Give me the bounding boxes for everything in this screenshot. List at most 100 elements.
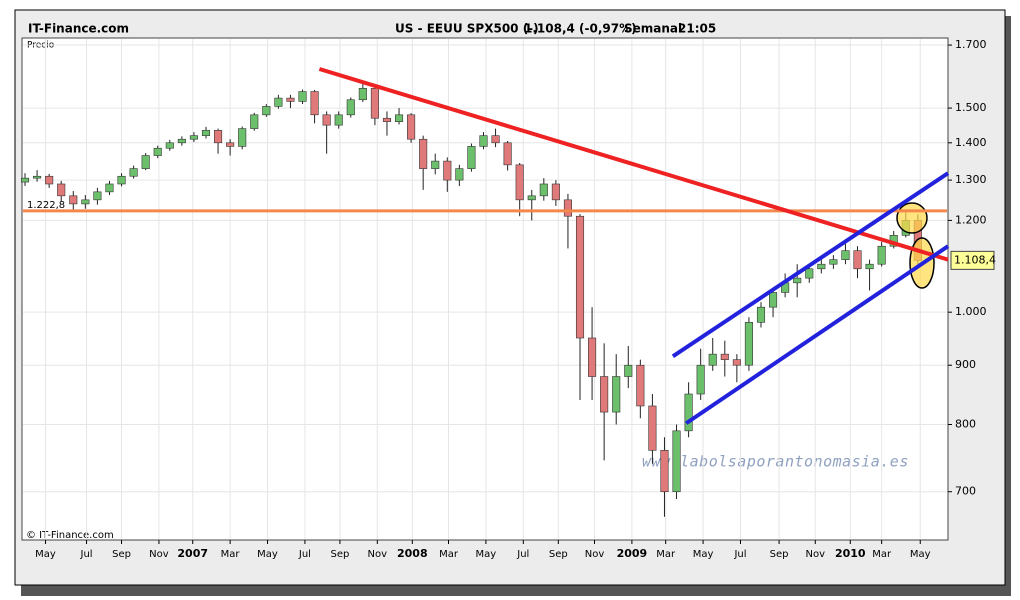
- candle-body: [177, 138, 186, 144]
- x-tick-label: May: [693, 549, 714, 560]
- candle-body: [696, 364, 705, 395]
- candle-body: [443, 160, 452, 181]
- x-tick-label: Sep: [770, 549, 789, 560]
- candle-body: [817, 263, 826, 270]
- candle-body: [57, 183, 66, 197]
- candle-body: [648, 405, 657, 451]
- candle-body: [141, 155, 150, 169]
- brand: IT-Finance.com: [28, 22, 129, 36]
- candle-body: [877, 245, 886, 265]
- candle-body: [214, 130, 223, 144]
- x-tick-label: Jul: [298, 549, 311, 560]
- x-tick-label: May: [257, 549, 278, 560]
- marks-layer: [20, 39, 947, 539]
- y-tick-label: 900: [955, 358, 976, 371]
- x-tick-label: Nov: [368, 549, 388, 560]
- highlight-circle: [896, 202, 928, 234]
- candle-body: [201, 130, 211, 136]
- candle-body: [250, 114, 259, 129]
- candle-body: [660, 450, 669, 493]
- candle-body: [684, 393, 693, 432]
- y-tick-label: 1.200: [955, 213, 987, 226]
- x-tick-label: Nov: [806, 549, 826, 560]
- trend-line: [318, 67, 949, 262]
- candle-body: [238, 128, 247, 147]
- candle-body: [45, 175, 54, 185]
- last-price-label: 1.108,4: [954, 253, 996, 266]
- candle-body: [310, 91, 319, 116]
- candle-body: [262, 106, 271, 116]
- y-tick-label: 700: [955, 485, 976, 498]
- x-tick-label: Mar: [221, 549, 241, 560]
- x-tick-label: Nov: [585, 549, 605, 560]
- x-tick-label: Mar: [439, 549, 459, 560]
- footer: © IT-Finance.com: [26, 530, 114, 541]
- x-tick-label: May: [35, 549, 56, 560]
- candle-body: [431, 160, 440, 169]
- candle-body: [479, 135, 488, 147]
- x-tick-label: 2009: [617, 547, 648, 560]
- y-tick-label: 1.700: [955, 38, 987, 51]
- candle-body: [551, 183, 560, 201]
- candle-body: [334, 114, 343, 126]
- candle-body: [503, 142, 512, 166]
- x-tick-label: Sep: [112, 549, 131, 560]
- candle-body: [865, 263, 874, 270]
- time: 21:05: [678, 22, 716, 36]
- y-tick-label: 1.000: [955, 305, 987, 318]
- candle-body: [105, 183, 114, 193]
- candle-body: [298, 91, 307, 102]
- candle-body: [129, 168, 138, 177]
- candle-body: [358, 88, 367, 101]
- candle-body: [165, 142, 174, 149]
- candle-body: [20, 177, 30, 183]
- candle-body: [274, 97, 283, 107]
- x-tick-label: Sep: [549, 549, 568, 560]
- candle-body: [720, 353, 729, 360]
- candle-body: [33, 175, 42, 179]
- candle-body: [588, 337, 597, 377]
- candle-body: [636, 364, 645, 407]
- candle-body: [81, 199, 90, 205]
- candle-body: [93, 191, 102, 201]
- candle-body: [467, 146, 476, 169]
- candle-body: [407, 114, 416, 140]
- candle-body: [841, 250, 850, 260]
- candle-body: [624, 364, 633, 377]
- trend-line: [685, 244, 950, 425]
- candle-body: [708, 353, 717, 366]
- candle-body: [732, 359, 741, 366]
- candle-body: [370, 88, 379, 119]
- x-tick-label: Sep: [330, 549, 349, 560]
- overlay-layer: 700 800 900 1.000 1.200 1.300 1.400 1.500 1.700 M…: [23, 38, 996, 560]
- candle-body: [322, 114, 331, 126]
- instrument: US - EEUU SPX500 (-): [395, 22, 539, 36]
- candle-body: [69, 195, 78, 205]
- candle-body: [853, 250, 862, 270]
- candle-body: [563, 199, 572, 217]
- candle-body: [189, 135, 198, 140]
- x-tick-label: Jul: [80, 549, 93, 560]
- x-tick-label: Nov: [149, 549, 169, 560]
- x-tick-label: May: [910, 549, 931, 560]
- x-tick-label: 2007: [177, 547, 208, 560]
- candle-body: [419, 138, 428, 169]
- candle-body: [153, 147, 162, 156]
- watermark: www.labolsaporantonomasia.es: [642, 453, 909, 471]
- x-tick-label: 2010: [835, 547, 866, 560]
- candle-body: [612, 376, 621, 413]
- candle-body: [769, 292, 778, 308]
- candle-body: [672, 430, 681, 493]
- x-tick-label: Mar: [872, 549, 892, 560]
- x-tick-label: 2008: [397, 547, 428, 560]
- candle-body: [515, 164, 524, 201]
- candle-body: [117, 175, 126, 185]
- candle-body: [600, 376, 609, 413]
- candle-body: [539, 183, 548, 197]
- candle-body: [455, 168, 464, 181]
- candle-body: [286, 97, 295, 102]
- plot-area: [21, 37, 949, 541]
- x-tick-label: Jul: [516, 549, 529, 560]
- candle-body: [793, 277, 802, 284]
